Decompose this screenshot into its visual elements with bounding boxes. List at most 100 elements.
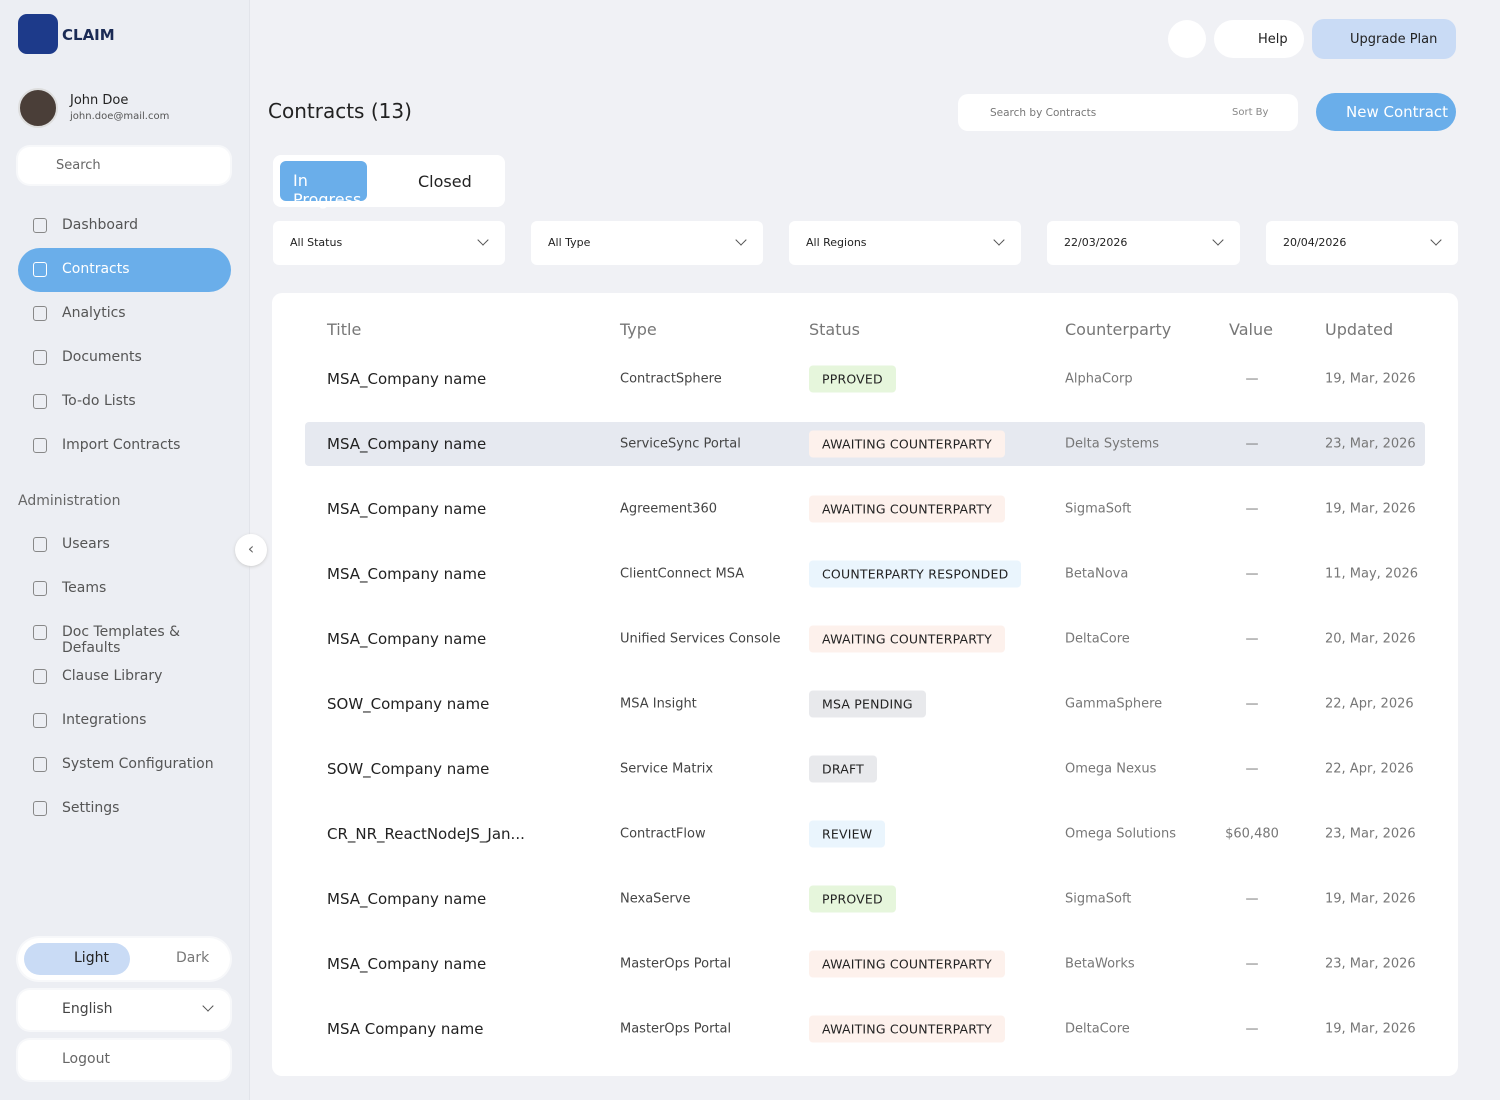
nav-label: Dashboard — [62, 217, 138, 233]
collapse-button[interactable]: ‹ — [235, 534, 267, 566]
status-badge: AWAITING COUNTERPARTY — [809, 430, 1005, 458]
filter-dropdown[interactable]: All Type — [531, 221, 763, 265]
theme-dark[interactable]: Dark — [176, 950, 210, 966]
page-title: Contracts (13) — [268, 99, 412, 123]
language-select[interactable]: English — [18, 990, 230, 1030]
contract-title[interactable]: MSA_Company name — [327, 435, 487, 453]
nav-item[interactable]: Clause Library — [18, 655, 231, 699]
counterparty: Omega Nexus — [1065, 761, 1157, 777]
contract-title[interactable]: MSA_Company name — [327, 955, 487, 973]
sidebar: CLAIM John Doe john.doe@mail.com Search … — [0, 0, 250, 1100]
updated-date: 23, Mar, 2026 — [1325, 826, 1416, 842]
counterparty: Omega Solutions — [1065, 826, 1176, 842]
user-email: john.doe@mail.com — [70, 111, 170, 122]
filter-dropdown[interactable]: 22/03/2026 — [1047, 221, 1240, 265]
counterparty: AlphaCorp — [1065, 371, 1133, 387]
updated-date: 11, May, 2026 — [1325, 566, 1419, 582]
contract-type: MSA Insight — [620, 696, 697, 712]
upgrade-button[interactable]: Upgrade Plan — [1312, 19, 1456, 59]
filter-dropdown[interactable]: All Regions — [789, 221, 1021, 265]
brand: CLAIM — [62, 26, 115, 44]
contract-title[interactable]: MSA_Company name — [327, 630, 487, 648]
nav-item[interactable]: Contracts — [18, 248, 231, 292]
search-placeholder: Search by Contracts — [990, 107, 1097, 119]
filter-dropdown[interactable]: 20/04/2026 — [1266, 221, 1458, 265]
nav-item[interactable]: Teams — [18, 567, 231, 611]
contract-title[interactable]: MSA_Company name — [327, 890, 487, 908]
nav-icon — [33, 801, 47, 816]
filter-dropdown[interactable]: All Status — [273, 221, 505, 265]
contract-value: — — [1245, 956, 1259, 972]
nav-icon — [33, 394, 47, 409]
language: English — [62, 1001, 113, 1017]
tab-in-progress[interactable]: In Progress — [280, 161, 367, 209]
nav-item[interactable]: System Configuration — [18, 743, 231, 787]
status-badge: AWAITING COUNTERPARTY — [809, 495, 1005, 523]
help-button[interactable]: Help — [1214, 20, 1304, 58]
contract-value: — — [1245, 761, 1259, 777]
chevron — [1212, 234, 1224, 246]
nav-label: Usears — [62, 536, 110, 552]
updated-date: 20, Mar, 2026 — [1325, 631, 1416, 647]
nav-item[interactable]: Integrations — [18, 699, 231, 743]
updated-date: 23, Mar, 2026 — [1325, 436, 1416, 452]
search-box[interactable]: Search — [18, 147, 230, 184]
chevron — [1430, 234, 1442, 246]
avatar[interactable] — [18, 88, 58, 128]
status-badge: DRAFT — [809, 755, 877, 783]
contract-value: — — [1245, 566, 1259, 582]
nav-label: Integrations — [62, 712, 147, 728]
nav-item[interactable]: Doc Templates & Defaults — [18, 611, 231, 656]
counterparty: GammaSphere — [1065, 696, 1163, 712]
nav-item[interactable]: Analytics — [18, 292, 231, 336]
theme-light[interactable]: Light — [24, 943, 130, 975]
contract-title[interactable]: MSA_Company name — [327, 370, 487, 388]
nav-icon — [33, 625, 47, 640]
contract-title[interactable]: SOW_Company name — [327, 695, 490, 713]
sort-button[interactable]: Sort By — [1232, 107, 1269, 118]
nav-icon — [33, 581, 47, 596]
tabs: In Progress Closed — [273, 155, 505, 209]
status-badge: PPROVED — [809, 885, 896, 913]
nav-item[interactable]: Usears — [18, 523, 231, 567]
nav-item[interactable]: To-do Lists — [18, 380, 231, 424]
contract-value: — — [1245, 371, 1259, 387]
nav-label: Analytics — [62, 305, 126, 321]
updated-date: 19, Mar, 2026 — [1325, 371, 1416, 387]
new-contract-button[interactable]: New Contract — [1316, 93, 1456, 131]
nav-label: Clause Library — [62, 668, 163, 684]
contract-type: Service Matrix — [620, 761, 714, 777]
nav-item[interactable]: Settings — [18, 787, 231, 831]
settings-button[interactable] — [1168, 20, 1206, 58]
counterparty: BetaNova — [1065, 566, 1129, 582]
counterparty: Delta Systems — [1065, 436, 1160, 452]
column-header[interactable]: Updated — [1325, 320, 1394, 339]
nav-label: Doc Templates & Defaults — [62, 624, 181, 656]
nav-item[interactable]: Documents — [18, 336, 231, 380]
updated-date: 22, Apr, 2026 — [1325, 761, 1414, 777]
column-header: Status — [809, 320, 860, 339]
logout-button[interactable]: Logout — [18, 1040, 230, 1080]
logo[interactable] — [18, 14, 58, 54]
column-header[interactable]: Type — [620, 320, 657, 339]
tab-closed[interactable]: Closed — [418, 172, 472, 191]
contract-title[interactable]: MSA Company name — [327, 1020, 484, 1038]
chevron — [202, 1000, 214, 1012]
nav-icon — [33, 350, 47, 365]
contract-title[interactable]: CR_NR_ReactNodeJS_Jan... — [327, 825, 525, 843]
contract-title[interactable]: SOW_Company name — [327, 760, 490, 778]
nav-label: Import Contracts — [62, 437, 181, 453]
contract-type: MasterOps Portal — [620, 1021, 732, 1037]
nav-item[interactable]: Import Contracts — [18, 424, 231, 468]
nav-item[interactable]: Dashboard — [18, 204, 231, 248]
contract-search[interactable]: Search by Contracts Sort By — [958, 94, 1298, 131]
contract-title[interactable]: MSA_Company name — [327, 565, 487, 583]
nav-label: Documents — [62, 349, 142, 365]
chevron — [993, 234, 1005, 246]
contract-title[interactable]: MSA_Company name — [327, 500, 487, 518]
status-badge: AWAITING COUNTERPARTY — [809, 1015, 1005, 1043]
counterparty: DeltaCore — [1065, 631, 1130, 647]
contract-type: ClientConnect MSA — [620, 566, 745, 582]
